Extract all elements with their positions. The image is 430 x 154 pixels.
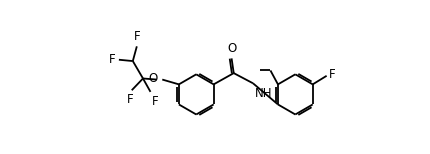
Text: F: F [134,30,140,43]
Text: F: F [109,53,116,66]
Text: O: O [227,42,236,55]
Text: F: F [329,68,335,81]
Text: O: O [148,72,158,85]
Text: NH: NH [255,87,273,99]
Text: F: F [152,95,158,108]
Text: F: F [127,93,134,106]
